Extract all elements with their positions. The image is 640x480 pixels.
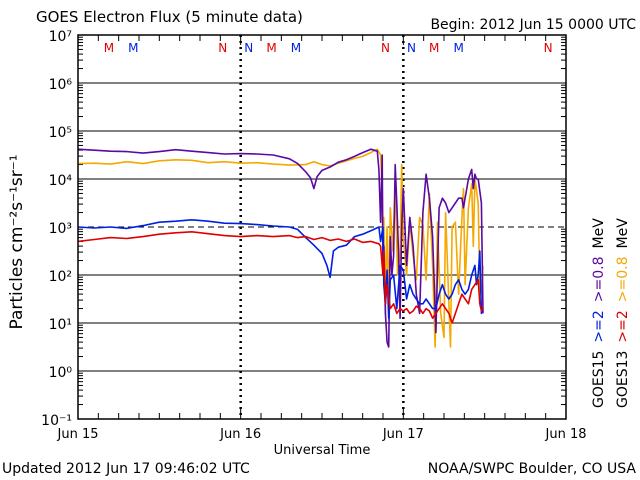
marker-label: M: [291, 41, 301, 55]
x-tick-label: Jun 16: [219, 427, 261, 442]
legend-entry: GOES15: [591, 351, 607, 408]
credit-label: NOAA/SWPC Boulder, CO USA: [428, 461, 637, 477]
legend-entry: >=0.8: [615, 256, 631, 302]
y-tick-label: 10⁵: [49, 125, 72, 141]
marker-label: N: [407, 41, 416, 55]
x-tick-label: Jun 17: [382, 427, 424, 442]
y-tick-label: 10⁻¹: [41, 413, 72, 429]
marker-label: N: [218, 41, 227, 55]
x-tick-label: Jun 15: [57, 427, 99, 442]
legend-entry: MeV: [591, 218, 607, 249]
y-tick-label: 10⁴: [49, 173, 73, 189]
marker-label: N: [244, 41, 253, 55]
y-tick-label: 10⁰: [49, 365, 73, 381]
marker-label: M: [429, 41, 439, 55]
legend-entry: MeV: [615, 218, 631, 249]
marker-label: N: [381, 41, 390, 55]
legend-entry: GOES13: [615, 351, 631, 408]
legend-entry: >=0.8: [591, 256, 607, 302]
plot-frame: [77, 34, 567, 420]
marker-label: M: [104, 41, 114, 55]
updated-timestamp: Updated 2012 Jun 17 09:46:02 UTC: [2, 461, 250, 477]
y-tick-label: 10⁷: [49, 29, 72, 45]
legend-entry: >=2: [591, 310, 607, 342]
marker-label: N: [544, 41, 553, 55]
legend-entry: >=2: [615, 310, 631, 342]
x-tick-label: Jun 18: [545, 427, 587, 442]
marker-label: M: [266, 41, 276, 55]
y-tick-label: 10²: [49, 269, 72, 285]
begin-date-label: Begin: 2012 Jun 15 0000 UTC: [430, 17, 636, 33]
marker-label: M: [128, 41, 138, 55]
series-line: [77, 231, 484, 324]
y-axis-label: Particles cm⁻²s⁻¹sr⁻¹: [7, 154, 27, 329]
marker-label: M: [453, 41, 463, 55]
y-tick-label: 10³: [49, 221, 72, 237]
y-tick-label: 10¹: [49, 317, 72, 333]
y-tick-label: 10⁶: [49, 77, 73, 93]
series-line: [77, 219, 484, 320]
series-line: [77, 148, 484, 348]
x-axis-label: Universal Time: [274, 443, 371, 458]
chart-title: GOES Electron Flux (5 minute data): [36, 8, 303, 26]
